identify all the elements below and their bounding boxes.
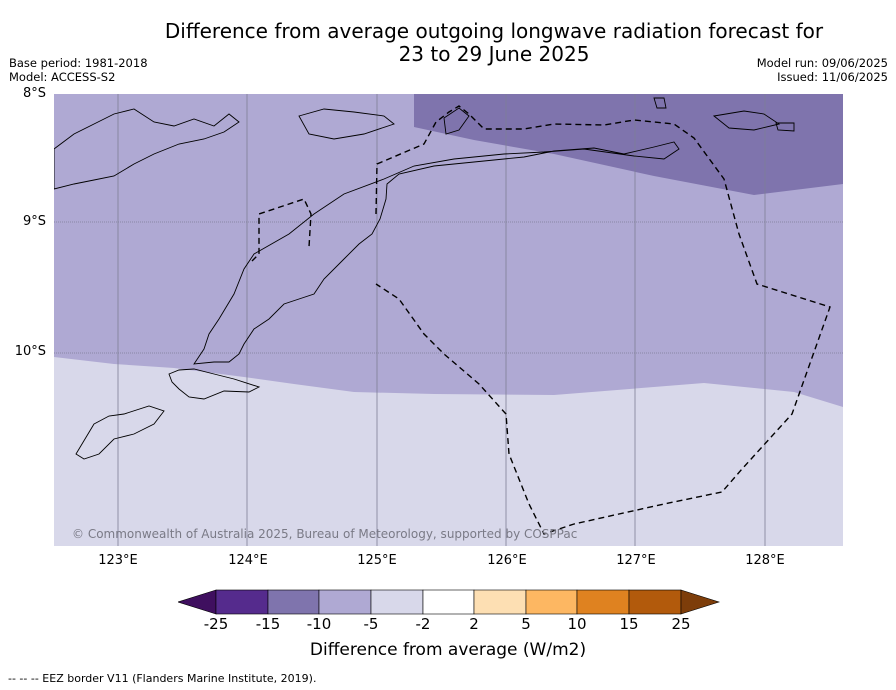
colorbar-swatch-1 [215, 589, 269, 615]
model-name: Model: ACCESS-S2 [9, 70, 116, 84]
issued-date: Issued: 11/06/2025 [777, 70, 888, 84]
colorbar-swatch-7 [525, 589, 578, 615]
lon-label-124e: 124°E [228, 553, 268, 568]
eez-border [251, 105, 831, 535]
meta-right: Model run: 09/06/2025 Issued: 11/06/2025 [757, 56, 888, 84]
colorbar-tick-2: 2 [469, 615, 479, 633]
colorbar-swatch-6 [473, 589, 527, 615]
lat-label-9s: 9°S [22, 214, 46, 229]
eez-border-main [375, 105, 831, 535]
model-run: Model run: 09/06/2025 [756, 56, 888, 70]
small-island-2 [443, 107, 470, 135]
lat-label-8s: 8°S [22, 86, 46, 101]
copyright-text: © Commonwealth of Australia 2025, Bureau… [72, 527, 578, 541]
chart-title: Difference from average outgoing longwav… [46, 20, 896, 66]
colorbar-label: Difference from average (W/m2) [309, 640, 587, 660]
colorbar-tick-minus2: -2 [415, 615, 431, 633]
eez-legend-note: -- -- -- EEZ border V11 (Flanders Marine… [8, 672, 317, 685]
wetar-east-coast [712, 110, 781, 131]
island-coast-southwest [168, 368, 261, 400]
small-island-1 [653, 97, 667, 109]
lon-label-128e: 128°E [745, 553, 785, 568]
colorbar-swatch-9 [628, 589, 682, 615]
flores-coast [54, 108, 240, 190]
colorbar-tick-15: 15 [619, 615, 639, 633]
lon-label-126e: 126°E [487, 553, 527, 568]
colorbar [178, 589, 720, 615]
base-period: Base period: 1981-2018 [9, 56, 148, 70]
map [54, 94, 843, 546]
colorbar-tick-10: 10 [567, 615, 587, 633]
colorbar-swatch-5 [422, 589, 475, 615]
colorbar-swatch-3 [318, 589, 372, 615]
colorbar-tick-minus5: -5 [363, 615, 379, 633]
colorbar-arrow-max [680, 589, 720, 615]
colorbar-arrow-min [178, 589, 217, 615]
lat-label-10s: 10°S [14, 344, 46, 359]
alor-coast [298, 108, 395, 140]
eez-border-west-segment [251, 198, 312, 262]
small-island-3 [775, 122, 795, 132]
colorbar-tick-minus15: -15 [255, 615, 281, 633]
lon-label-123e: 123°E [98, 553, 138, 568]
colorbar-tick-minus25: -25 [203, 615, 229, 633]
lon-label-127e: 127°E [616, 553, 656, 568]
lon-label-125e: 125°E [357, 553, 397, 568]
graticule [54, 94, 843, 546]
colorbar-swatch-2 [267, 589, 320, 615]
colorbar-swatch-8 [576, 589, 630, 615]
colorbar-tick-5: 5 [521, 615, 531, 633]
band-minus15-minus10 [414, 94, 843, 195]
colorbar-tick-minus10: -10 [306, 615, 332, 633]
colorbar-swatch-4 [370, 589, 424, 615]
timor-coast [193, 141, 680, 365]
island-coast-south [75, 405, 165, 460]
meta-left: Base period: 1981-2018 Model: ACCESS-S2 [9, 56, 148, 84]
colorbar-tick-25: 25 [671, 615, 691, 633]
coastline [54, 97, 795, 460]
title-line-2: 23 to 29 June 2025 [398, 42, 590, 66]
title-line-1: Difference from average outgoing longwav… [164, 19, 824, 43]
